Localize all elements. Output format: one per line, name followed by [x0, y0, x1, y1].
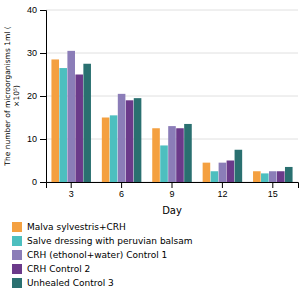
- tick-label: 40: [27, 5, 37, 15]
- bar: [51, 59, 59, 182]
- x-axis-title: Day: [162, 205, 182, 216]
- bar: [211, 171, 219, 182]
- tick: 9: [169, 182, 174, 199]
- x-axis: 3 6 9 12 15: [47, 182, 299, 199]
- axis-line: [40, 11, 47, 183]
- chart: 3 6 9 12 15 0 10 20 30 40 Day The number of microor…: [0, 0, 308, 298]
- series: [67, 51, 276, 182]
- bar: [184, 124, 192, 182]
- tick-mark: [40, 53, 46, 54]
- tick: 10: [27, 134, 46, 144]
- bar: [269, 171, 277, 182]
- plot: 3 6 9 12 15 0 10 20 30 40: [27, 5, 299, 199]
- tick: 6: [119, 182, 124, 199]
- legend-label: CRH Control 2: [27, 264, 90, 274]
- legend-item: Salve dressing with peruvian balsam: [12, 236, 193, 246]
- tick-label: 15: [268, 189, 278, 199]
- bar: [168, 126, 176, 182]
- bar: [118, 94, 126, 182]
- bar: [134, 98, 142, 182]
- bar: [152, 128, 160, 182]
- tick: 30: [27, 48, 46, 58]
- bar: [253, 171, 261, 182]
- series: [51, 59, 260, 182]
- tick-mark: [40, 182, 46, 183]
- series: [75, 75, 284, 183]
- legend-label: Unhealed Control 3: [27, 278, 114, 288]
- legend-swatch: [12, 236, 22, 246]
- legend-label: Malva sylvestris+CRH: [27, 222, 126, 232]
- tick-mark: [172, 182, 173, 188]
- y-axis-title-line: ×10⁵): [12, 85, 21, 107]
- tick-label: 0: [32, 177, 37, 187]
- tick: 3: [69, 182, 74, 199]
- tick-label: 9: [169, 189, 174, 199]
- tick-mark: [40, 10, 46, 11]
- legend: Malva sylvestris+CRH Salve dressing with …: [12, 222, 193, 288]
- bar: [285, 167, 293, 182]
- bar: [219, 163, 227, 182]
- bar: [277, 171, 285, 182]
- tick-mark: [40, 139, 46, 140]
- tick-label: 3: [69, 189, 74, 199]
- legend-item: Unhealed Control 3: [12, 278, 114, 288]
- axis-line: [47, 183, 299, 189]
- tick: 40: [27, 5, 46, 15]
- grid-line: [46, 53, 298, 54]
- bar: [102, 118, 110, 183]
- legend-item: CRH (ethonol+water) Control 1: [12, 250, 167, 260]
- tick: 12: [217, 182, 227, 199]
- bars: [51, 51, 292, 182]
- grid: [46, 10, 298, 182]
- tick-mark: [40, 96, 46, 97]
- tick-mark: [222, 182, 223, 188]
- bar: [227, 161, 235, 183]
- legend-item: CRH Control 2: [12, 264, 90, 274]
- tick-label: 20: [27, 91, 37, 101]
- bar: [203, 163, 211, 182]
- tick: 15: [268, 182, 278, 199]
- legend-label: CRH (ethonol+water) Control 1: [27, 250, 167, 260]
- legend-label: Salve dressing with peruvian balsam: [27, 236, 193, 246]
- y-axis-title: The number of microorganisms 1ml (×10⁵): [3, 26, 21, 166]
- tick-label: 10: [27, 134, 37, 144]
- bar: [126, 100, 134, 182]
- legend-swatch: [12, 264, 22, 274]
- tick-mark: [272, 182, 273, 188]
- y-axis: 0 10 20 30 40: [27, 5, 47, 187]
- tick: 20: [27, 91, 46, 101]
- bar: [59, 68, 67, 182]
- legend-item: Malva sylvestris+CRH: [12, 222, 126, 232]
- bar: [83, 64, 91, 182]
- legend-swatch: [12, 278, 22, 288]
- bar: [176, 128, 184, 182]
- series: [83, 64, 292, 182]
- bar: [75, 75, 83, 183]
- tick-label: 6: [119, 189, 124, 199]
- bar: [235, 150, 243, 182]
- tick-mark: [71, 182, 72, 188]
- bar: [261, 173, 269, 182]
- tick-mark: [121, 182, 122, 188]
- grid-line: [46, 10, 298, 11]
- tick-label: 30: [27, 48, 37, 58]
- bar: [160, 145, 168, 182]
- tick-label: 12: [217, 189, 227, 199]
- tick: 0: [32, 177, 46, 187]
- legend-swatch: [12, 222, 22, 232]
- legend-swatch: [12, 250, 22, 260]
- bar: [67, 51, 75, 182]
- bar: [110, 115, 118, 182]
